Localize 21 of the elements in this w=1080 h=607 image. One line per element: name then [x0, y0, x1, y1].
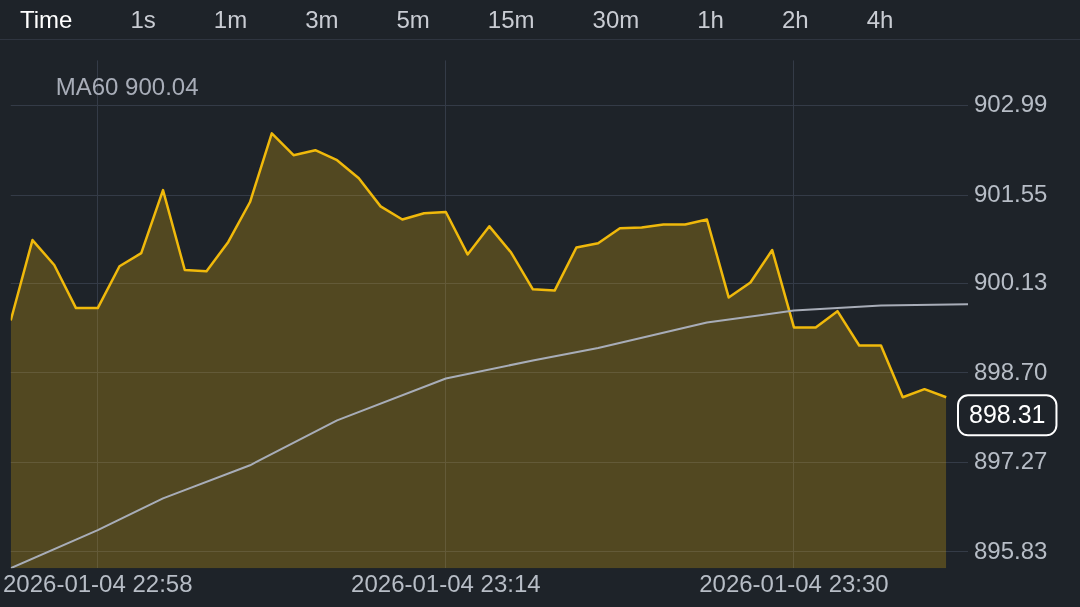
y-tick-label: 898.70	[974, 357, 1048, 385]
text: Time	[20, 5, 73, 34]
y-tick-label: 902.99	[974, 89, 1048, 117]
y-tick-label: 897.27	[974, 446, 1048, 474]
text: 2h	[781, 5, 809, 34]
y-tick-label: 901.55	[974, 179, 1048, 207]
text: 1m	[213, 5, 248, 34]
text: 4h	[866, 5, 894, 34]
text: 30m	[592, 5, 640, 34]
x-tick-label: 2026-01-04 23:30	[699, 570, 889, 598]
text: 1s	[130, 5, 156, 34]
x-tick-label: 2026-01-04 22:58	[3, 570, 193, 598]
y-tick-label: 900.13	[974, 268, 1048, 296]
x-tick-label: 2026-01-04 23:14	[351, 570, 541, 598]
y-tick-label: 895.83	[974, 536, 1048, 564]
text: 898.31	[969, 400, 1046, 429]
text: 1h	[697, 5, 724, 34]
text: 5m	[396, 5, 430, 34]
text: 15m	[487, 5, 535, 34]
text: 3m	[305, 5, 339, 34]
text: MA60 900.04	[55, 73, 199, 101]
